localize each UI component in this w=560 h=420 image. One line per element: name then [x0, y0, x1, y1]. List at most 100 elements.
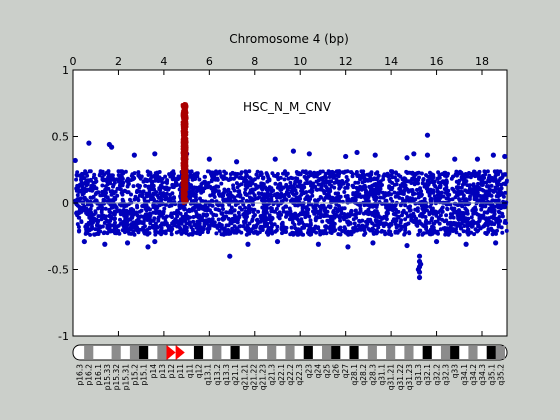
ideogram-band — [331, 346, 341, 359]
ideogram-band-label: q13.1 — [204, 364, 213, 386]
data-point-0-38 — [416, 253, 423, 259]
x-tick-label: 4 — [160, 55, 167, 68]
ideogram-band — [139, 346, 149, 359]
data-point-0-9 — [272, 156, 278, 162]
ideogram-band-label: q23 — [304, 364, 313, 379]
data-point-0-30 — [274, 238, 281, 245]
data-point-0-13 — [354, 149, 360, 156]
ideogram-band-centromere — [175, 345, 185, 360]
data-point-0-15 — [404, 155, 410, 161]
series-1-point-cloud — [180, 102, 189, 205]
ideogram-band — [486, 346, 496, 359]
data-point-0-25 — [124, 240, 131, 246]
data-point-0-22 — [502, 153, 508, 160]
chart-title: Chromosome 4 (bp) — [229, 32, 349, 46]
ideogram-band-label: q32.2 — [432, 364, 441, 386]
data-point-0-12 — [343, 153, 349, 160]
ideogram-band-label: q22.1 — [277, 364, 286, 386]
data-point-0-36 — [463, 241, 469, 247]
ideogram-band-label: q28.1 — [350, 364, 359, 386]
data-point-0-3 — [109, 144, 115, 150]
ideogram-band-label: q35.2 — [496, 364, 505, 386]
ideogram-band-label: p15.31 — [121, 364, 130, 390]
data-point-0-1 — [86, 140, 92, 146]
ideogram-band-label: p15.1 — [140, 364, 149, 386]
data-point-0-19 — [452, 156, 458, 162]
ideogram-band — [230, 346, 240, 359]
ideogram-band — [84, 346, 94, 359]
ideogram-band — [157, 346, 167, 359]
ideogram-band-label: q33 — [451, 364, 460, 379]
x-tick-label: 8 — [251, 55, 258, 68]
ideogram-band-centromere — [166, 345, 176, 360]
ideogram-band-label: q22.3 — [295, 364, 304, 386]
data-point-0-21 — [490, 152, 496, 158]
data-point-0-16 — [411, 151, 417, 157]
x-tick-label: 18 — [475, 55, 489, 68]
ideogram-band — [303, 346, 313, 359]
x-tick-label: 0 — [70, 55, 77, 68]
plot-area: 0 2 4 6 8 10 12 14 16 18 -1 -0.5 0 0.5 1 HSC_N_M_CNV — [48, 55, 509, 343]
ideogram-band-label: q13.3 — [222, 364, 231, 386]
ideogram-band — [111, 346, 121, 359]
y-tick-label: 0 — [62, 197, 69, 210]
ideogram-band-label: p15.2 — [130, 364, 139, 386]
ideogram-band-label: q13.2 — [213, 364, 222, 386]
ideogram-band — [248, 346, 258, 359]
data-point-0-8 — [234, 159, 240, 165]
ideogram-band — [495, 346, 505, 359]
ideogram-band-label: p14 — [149, 364, 158, 379]
data-point-0-7 — [206, 156, 212, 162]
data-point-0-33 — [370, 240, 376, 246]
ideogram-band-label: p15.32 — [112, 364, 121, 390]
ideogram-band-label: q31.3 — [414, 364, 423, 386]
ideogram-band — [422, 346, 432, 359]
ideogram-band-label: p16.2 — [85, 364, 94, 386]
x-tick-label: 16 — [430, 55, 444, 68]
x-tick-label: 14 — [384, 55, 398, 68]
ideogram-band-label: q21.22 — [249, 364, 258, 390]
ideogram-band-label: p11 — [176, 364, 185, 379]
ideogram-band — [267, 346, 277, 359]
ideogram-band-label: q21.21 — [240, 364, 249, 390]
ideogram-band-label: q35.1 — [487, 364, 496, 386]
ideogram-band-label: p12 — [167, 364, 176, 379]
ideogram-band — [322, 346, 332, 359]
ideogram-band-label: q27 — [341, 364, 350, 379]
data-point-0-35 — [433, 238, 440, 245]
chromosome-ideogram: p16.3 p16.2 p16.1 p15.33 p15.32 p15.31 p15.2 p1… — [72, 344, 508, 390]
data-point-0-10 — [290, 148, 297, 154]
data-point-0-37 — [493, 240, 499, 246]
x-tick-label: 10 — [293, 55, 307, 68]
ideogram-band — [440, 346, 451, 359]
y-tick-label: -0.5 — [48, 264, 69, 277]
ideogram-band — [386, 346, 396, 359]
data-point-0-42 — [416, 274, 423, 281]
ideogram-band-label: q28.3 — [368, 364, 377, 386]
data-point-0-32 — [345, 244, 351, 250]
ideogram-band-label: q21.3 — [268, 364, 277, 386]
ideogram-band-label: q26 — [332, 364, 341, 379]
data-point-0-44 — [418, 261, 424, 267]
annotation-label: HSC_N_M_CNV — [243, 100, 332, 114]
ideogram-band — [285, 346, 295, 359]
y-tick-label: -1 — [58, 330, 69, 343]
ideogram-band — [404, 346, 414, 359]
data-point-0-34 — [404, 242, 410, 249]
ideogram-band — [367, 346, 377, 359]
ideogram-band-label: q28.2 — [359, 364, 368, 386]
y-tick-label: 0.5 — [52, 131, 70, 144]
x-tick-label: 6 — [206, 55, 213, 68]
data-point-0-24 — [102, 241, 108, 247]
ideogram-band-label: q34.1 — [460, 364, 469, 386]
y-tick-label: 1 — [62, 64, 69, 77]
ideogram-band-label: q32.3 — [442, 364, 451, 386]
ideogram-band-label: q31.22 — [396, 364, 405, 390]
data-point-0-0 — [72, 157, 78, 164]
ideogram-band — [212, 346, 222, 359]
data-point-0-20 — [474, 156, 481, 162]
ideogram-band — [349, 346, 359, 359]
ideogram-band-label: q11 — [185, 364, 194, 379]
ideogram-band-label: q31.1 — [377, 364, 386, 386]
